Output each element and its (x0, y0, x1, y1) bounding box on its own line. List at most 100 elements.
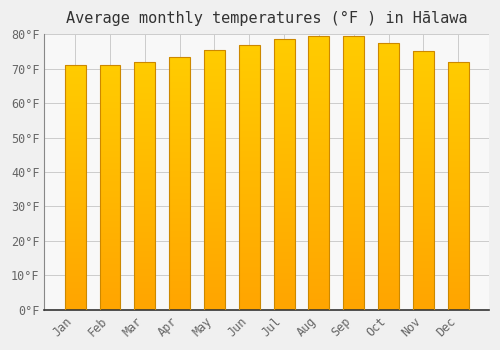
Bar (448, 65, 468, 68)
Bar (344, 43, 364, 46)
Bar (274, 300, 294, 303)
Bar (100, 126, 120, 130)
Bar (378, 233, 399, 236)
Bar (344, 265, 364, 269)
Bar (100, 221, 120, 224)
Bar (378, 203, 399, 206)
Bar (448, 248, 468, 251)
Bar (239, 101, 260, 104)
Bar (378, 273, 399, 276)
Bar (64, 203, 86, 206)
Bar (344, 180, 364, 183)
Bar (64, 132, 86, 135)
Bar (100, 93, 120, 96)
Title: Average monthly temperatures (°F ) in Hālawa: Average monthly temperatures (°F ) in Hā… (66, 11, 468, 26)
Bar (344, 234, 364, 238)
Bar (274, 296, 294, 300)
Bar (308, 193, 330, 197)
Bar (239, 244, 260, 247)
Bar (100, 190, 120, 194)
Bar (169, 82, 190, 85)
Bar (448, 285, 468, 288)
Bar (413, 226, 434, 229)
Bar (64, 276, 86, 279)
Bar (239, 293, 260, 296)
Bar (169, 218, 190, 221)
Bar (308, 77, 330, 80)
Bar (344, 303, 364, 306)
Bar (378, 130, 399, 133)
Bar (134, 111, 155, 114)
Bar (448, 300, 468, 303)
Bar (239, 204, 260, 207)
Bar (134, 86, 155, 90)
Bar (448, 303, 468, 307)
Bar (64, 288, 86, 292)
Bar (100, 77, 120, 80)
Bar (378, 220, 399, 223)
Bar (204, 50, 225, 53)
Bar (413, 210, 434, 213)
Bar (413, 158, 434, 161)
Bar (204, 284, 225, 287)
Bar (204, 121, 225, 125)
Bar (413, 223, 434, 226)
Bar (169, 69, 190, 72)
Bar (344, 204, 364, 207)
Bar (239, 48, 260, 51)
Bar (344, 87, 364, 91)
Bar (134, 130, 155, 133)
Bar (64, 285, 86, 288)
Bar (378, 223, 399, 226)
Bar (308, 132, 330, 135)
Bar (100, 215, 120, 218)
Bar (169, 91, 190, 95)
Bar (204, 297, 225, 300)
Bar (204, 173, 225, 176)
Bar (413, 55, 434, 58)
Bar (169, 60, 190, 63)
Bar (134, 161, 155, 164)
Bar (448, 186, 468, 189)
Bar (204, 108, 225, 112)
Bar (204, 261, 225, 264)
Bar (100, 96, 120, 99)
Bar (64, 80, 86, 84)
Bar (239, 290, 260, 293)
Bar (274, 191, 294, 195)
Bar (169, 101, 190, 104)
Bar (64, 264, 86, 267)
Bar (169, 167, 190, 170)
Bar (308, 125, 330, 128)
Bar (448, 77, 468, 80)
Bar (378, 106, 399, 110)
Bar (413, 93, 434, 97)
Bar (239, 164, 260, 167)
Bar (448, 183, 468, 186)
Bar (169, 117, 190, 120)
Bar (413, 236, 434, 239)
Bar (448, 148, 468, 152)
Bar (134, 226, 155, 229)
Bar (134, 155, 155, 158)
Bar (64, 105, 86, 108)
Bar (100, 148, 120, 151)
Bar (239, 220, 260, 224)
Bar (344, 210, 364, 214)
Bar (169, 152, 190, 155)
Bar (308, 60, 330, 63)
Bar (448, 173, 468, 176)
Bar (274, 161, 294, 164)
Bar (100, 203, 120, 206)
Bar (413, 203, 434, 206)
Bar (64, 282, 86, 285)
Bar (239, 250, 260, 253)
Bar (274, 289, 294, 293)
Bar (169, 259, 190, 262)
Bar (169, 126, 190, 130)
Bar (64, 298, 86, 301)
Bar (169, 212, 190, 215)
Bar (448, 260, 468, 263)
Bar (344, 98, 364, 101)
Bar (308, 139, 330, 142)
